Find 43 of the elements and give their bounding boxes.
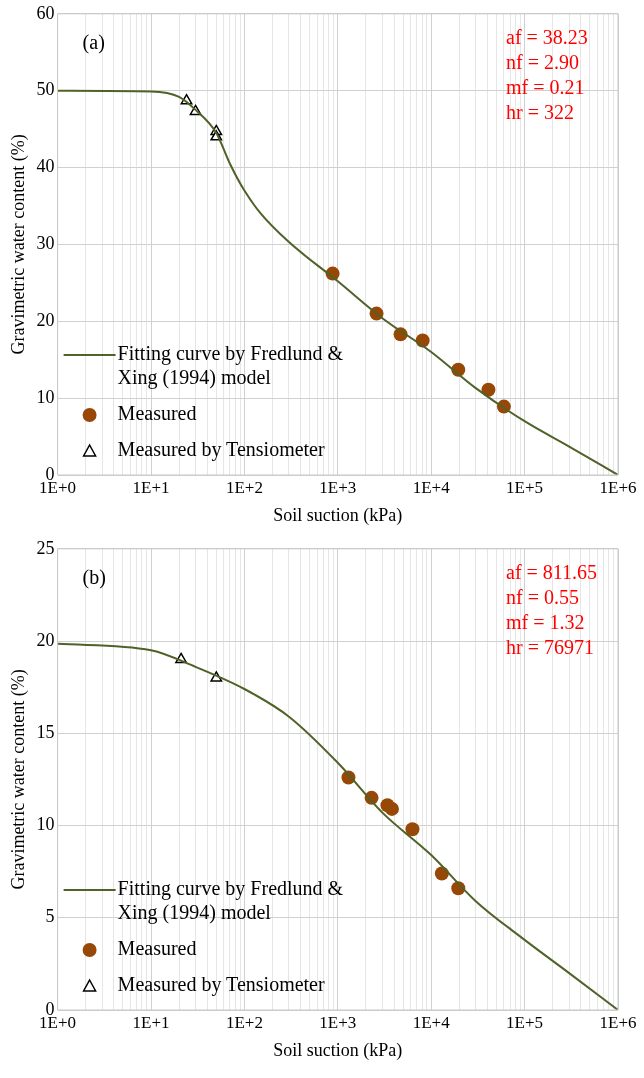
x-tick-label: 1E+5 bbox=[506, 477, 544, 497]
x-tick-label: 1E+6 bbox=[599, 477, 637, 497]
y-tick-label: 20 bbox=[36, 629, 55, 650]
x-tick-label: 1E+4 bbox=[412, 477, 451, 497]
annotation: mf = 1.32 bbox=[506, 611, 585, 634]
legend-label: Measured bbox=[117, 402, 197, 425]
x-axis-title: Soil suction (kPa) bbox=[273, 1039, 403, 1061]
annotation: (a) bbox=[82, 31, 105, 55]
x-axis-title: Soil suction (kPa) bbox=[273, 504, 403, 526]
y-axis-title: Gravimetric water content (%) bbox=[7, 669, 29, 890]
annotation: af = 811.65 bbox=[506, 561, 598, 584]
y-tick-label: 60 bbox=[36, 2, 55, 23]
annotation: nf = 2.90 bbox=[506, 51, 579, 74]
y-tick-label: 15 bbox=[36, 722, 55, 743]
y-tick-label: 10 bbox=[36, 386, 55, 407]
x-tick-label: 1E+1 bbox=[132, 1012, 170, 1032]
annotation: hr = 76971 bbox=[506, 636, 594, 659]
legend-label: Measured by Tensiometer bbox=[117, 973, 325, 997]
annotation: (b) bbox=[82, 566, 106, 590]
x-tick-label: 1E+2 bbox=[225, 477, 263, 497]
x-tick-label: 1E+3 bbox=[319, 1012, 357, 1032]
annotation: mf = 0.21 bbox=[506, 76, 585, 99]
x-tick-label: 1E+2 bbox=[225, 1012, 263, 1032]
legend-label: Measured bbox=[117, 937, 197, 960]
y-tick-label: 25 bbox=[36, 537, 55, 558]
y-tick-label: 30 bbox=[36, 233, 55, 254]
y-tick-label: 40 bbox=[36, 156, 55, 177]
x-tick-label: 1E+1 bbox=[132, 477, 170, 497]
y-tick-label: 50 bbox=[36, 79, 55, 100]
x-tick-label: 1E+4 bbox=[412, 1012, 451, 1032]
legend-label: Fitting curve by Fredlund & Xing (1994) model bbox=[117, 877, 344, 925]
annotation: af = 38.23 bbox=[506, 26, 588, 49]
y-axis-title: Gravimetric water content (%) bbox=[7, 134, 29, 355]
x-tick-label: 1E+5 bbox=[506, 1012, 544, 1032]
y-tick-label: 5 bbox=[45, 906, 55, 927]
annotation: hr = 322 bbox=[506, 101, 574, 124]
x-tick-label: 1E+3 bbox=[319, 477, 357, 497]
annotation: nf = 0.55 bbox=[506, 586, 579, 609]
legend-label: Fitting curve by Fredlund & Xing (1994) model bbox=[117, 342, 344, 390]
x-tick-label: 1E+6 bbox=[599, 1012, 637, 1032]
legend-label: Measured by Tensiometer bbox=[117, 438, 325, 462]
y-tick-label: 20 bbox=[36, 310, 55, 330]
y-tick-label: 10 bbox=[36, 814, 55, 835]
